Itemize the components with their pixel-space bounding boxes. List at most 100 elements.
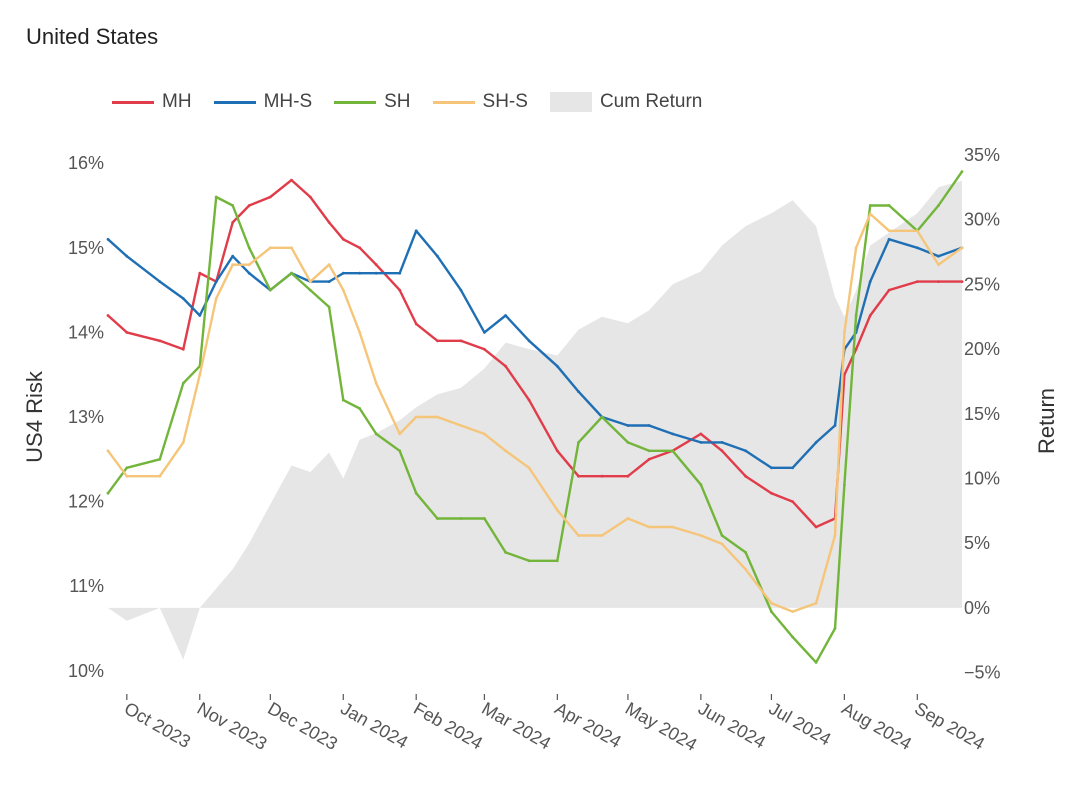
data-point-sh	[868, 204, 872, 207]
data-point-sh	[791, 635, 794, 639]
data-point-sh	[504, 551, 507, 554]
data-point-sh	[358, 407, 362, 410]
data-point-sh-s	[290, 246, 293, 250]
data-point-sh-s	[231, 263, 235, 267]
data-point-sh	[555, 559, 559, 563]
data-point-sh-s	[125, 474, 129, 478]
data-point-mh	[770, 491, 773, 495]
data-point-mh-s	[937, 254, 940, 258]
y-tick-label-right: 30%	[964, 210, 1000, 230]
data-point-mh	[398, 288, 402, 292]
data-point-mh	[555, 449, 559, 453]
right-axis: −5% 0% 5% 10% 15% 20% 25% 30% 35%	[964, 145, 1001, 683]
data-point-sh	[414, 491, 418, 495]
data-point-sh	[833, 627, 837, 630]
data-point-sh	[290, 271, 293, 275]
data-point-mh	[814, 525, 818, 529]
legend: MH MH-S SH SH-S Cum Return	[112, 88, 724, 116]
data-point-sh	[843, 483, 846, 487]
data-point-mh	[887, 288, 891, 292]
legend-item-sh[interactable]: SH	[334, 91, 411, 113]
y-tick-label-right: 20%	[964, 339, 1000, 359]
data-point-sh-s	[937, 263, 940, 267]
data-point-mh	[600, 474, 604, 478]
data-point-sh-s	[358, 331, 362, 334]
data-point-sh	[268, 288, 272, 292]
data-point-sh-s	[247, 263, 251, 267]
data-point-sh-s	[181, 441, 185, 444]
data-point-sh	[600, 415, 604, 419]
x-tick-label: Oct 2023	[121, 698, 194, 752]
data-point-mh	[791, 500, 794, 503]
x-tick-label: Apr 2024	[551, 698, 624, 752]
x-tick-label: Aug 2024	[838, 698, 915, 754]
data-point-sh	[937, 204, 940, 207]
x-tick-label: Feb 2024	[410, 698, 486, 753]
data-point-mh	[268, 195, 272, 199]
data-point-mh-s	[231, 254, 235, 258]
data-point-sh-s	[268, 246, 272, 250]
legend-item-sh-s[interactable]: SH-S	[432, 91, 528, 113]
data-point-mh-s	[483, 331, 486, 334]
data-point-mh	[960, 280, 964, 283]
data-point-sh-s	[483, 432, 486, 436]
data-point-sh	[770, 610, 773, 613]
data-point-mh	[626, 474, 630, 478]
series-area-cum-return	[108, 180, 962, 660]
data-point-sh	[744, 551, 747, 554]
y-tick-label-right: −5%	[964, 663, 1001, 683]
data-point-mh-s	[577, 390, 580, 393]
data-point-sh	[577, 441, 580, 444]
data-point-sh-s	[327, 263, 331, 267]
data-point-sh-s	[671, 525, 674, 529]
data-point-sh	[214, 195, 218, 199]
data-point-sh-s	[647, 525, 651, 529]
data-point-sh	[436, 517, 439, 520]
data-point-sh	[671, 449, 674, 453]
data-point-mh-s	[626, 424, 630, 427]
data-point-sh-s	[626, 517, 630, 520]
data-point-mh	[459, 339, 463, 343]
data-point-mh-s	[414, 229, 418, 233]
data-point-mh-s	[671, 432, 674, 436]
y-tick-label-right: 5%	[964, 533, 990, 553]
x-tick-label: Mar 2024	[478, 698, 554, 753]
data-point-sh-s	[791, 610, 794, 613]
legend-label-mh-s: MH-S	[263, 91, 313, 112]
data-point-sh-s	[414, 415, 418, 419]
data-point-mh	[854, 347, 858, 351]
series-line-sh-s	[107, 212, 963, 613]
series-line-mh-s	[107, 229, 963, 469]
y-tick-label-right: 25%	[964, 274, 1000, 294]
data-point-mh	[699, 432, 703, 436]
data-point-mh-s	[833, 424, 837, 427]
y-axis-title-left: US4 Risk	[22, 370, 47, 463]
x-tick-label: Jun 2024	[695, 698, 769, 752]
legend-item-mh[interactable]: MH	[112, 91, 192, 113]
data-point-mh-s	[527, 339, 531, 343]
data-point-sh-s	[915, 229, 919, 233]
data-point-mh-s	[214, 280, 218, 283]
data-point-mh	[290, 178, 293, 182]
data-point-mh-s	[358, 271, 362, 275]
data-point-mh-s	[125, 254, 129, 258]
data-point-sh-s	[744, 567, 747, 571]
data-point-sh	[308, 288, 312, 292]
data-point-mh	[341, 237, 345, 241]
data-point-mh-s	[868, 280, 872, 283]
data-point-mh	[915, 280, 919, 283]
data-point-mh	[374, 263, 378, 267]
legend-item-mh-s[interactable]: MH-S	[213, 91, 313, 113]
legend-item-cum-return[interactable]: Cum Return	[549, 91, 702, 113]
series-line-sh	[107, 170, 963, 664]
x-tick-label: Nov 2023	[194, 698, 271, 754]
data-point-sh	[398, 449, 402, 453]
chart-title: United States	[26, 24, 159, 49]
legend-label-sh-s: SH-S	[482, 91, 528, 112]
y-tick-label-left: 13%	[68, 407, 104, 427]
data-point-mh-s	[374, 271, 378, 275]
data-point-mh	[327, 221, 331, 224]
data-point-mh	[483, 347, 486, 351]
area-layer	[108, 180, 962, 660]
